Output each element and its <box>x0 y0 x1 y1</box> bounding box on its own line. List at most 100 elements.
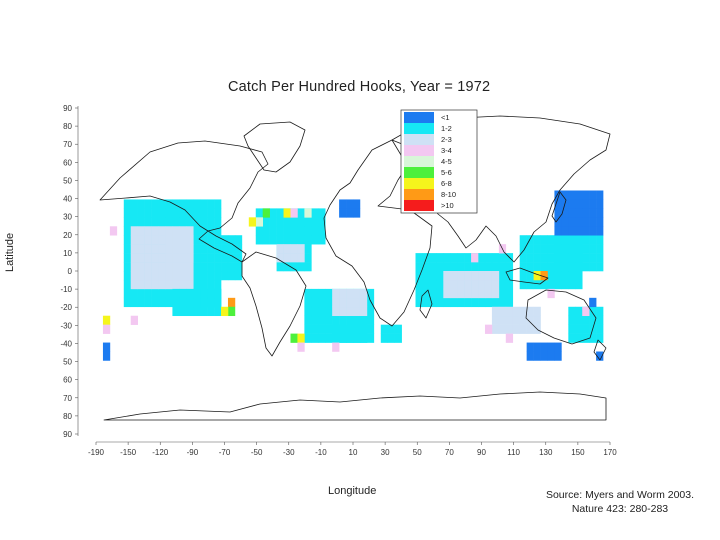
heatmap-cell <box>207 226 215 236</box>
heatmap-cell <box>554 271 562 281</box>
heatmap-cell <box>304 333 312 343</box>
heatmap-cell <box>422 262 430 272</box>
heatmap-cell <box>353 315 361 325</box>
heatmap-cell <box>505 279 514 290</box>
legend-swatch <box>404 134 434 145</box>
heatmap-cell <box>297 342 305 352</box>
heatmap-cell <box>547 279 555 290</box>
heatmap-cell <box>491 306 500 317</box>
heatmap-cell <box>130 271 138 281</box>
heatmap-cell <box>214 271 222 281</box>
heatmap-cell <box>193 279 201 290</box>
heatmap-cell <box>179 199 187 209</box>
madagascar-outline <box>419 289 433 319</box>
heatmap-cell <box>582 217 590 227</box>
heatmap-cell <box>359 333 368 343</box>
heatmap-cell <box>346 208 354 218</box>
heatmap-cell <box>172 208 180 218</box>
heatmap-cell <box>269 217 277 227</box>
source-line-2: Nature 423: 280-283 <box>571 503 669 515</box>
heatmap-cell <box>533 351 541 361</box>
heatmap-cell <box>186 208 194 218</box>
heatmap-cell <box>575 271 583 281</box>
heatmap-cell <box>179 253 187 263</box>
heatmap-cell <box>505 324 514 334</box>
heatmap-cell <box>429 262 437 272</box>
y-tick-label: 80 <box>63 122 72 131</box>
heatmap-cell <box>464 253 472 263</box>
australia-outline <box>525 289 597 345</box>
y-tick-label: 40 <box>63 195 72 204</box>
heatmap-cell <box>123 226 132 236</box>
heatmap-cell <box>158 226 166 236</box>
heatmap-cell <box>151 244 159 254</box>
heatmap-cell <box>123 217 132 227</box>
heatmap-cell <box>221 271 229 281</box>
heatmap-cell <box>596 208 604 218</box>
heatmap-cell <box>123 235 132 245</box>
heatmap-cell <box>346 306 354 317</box>
heatmap-cell <box>346 297 354 308</box>
heatmap-cell <box>200 271 208 281</box>
heatmap-cell <box>304 262 312 272</box>
heatmap-cell <box>346 315 354 325</box>
heatmap-cell <box>207 297 215 308</box>
heatmap-cell <box>568 235 576 245</box>
x-tick-label: -120 <box>152 448 169 457</box>
x-tick-label: 70 <box>445 448 454 457</box>
heatmap-cell <box>533 271 541 281</box>
y-tick-label: -20 <box>60 303 72 312</box>
heatmap-cell <box>137 217 145 227</box>
heatmap-cell <box>165 244 173 254</box>
heatmap-cell <box>478 288 486 299</box>
heatmap-cell <box>519 324 527 334</box>
heatmap-cell <box>207 288 215 299</box>
heatmap-cell <box>200 199 208 209</box>
heatmap-cell <box>526 279 534 290</box>
heatmap-cell <box>193 288 201 299</box>
y-tick-label: 80 <box>63 412 72 421</box>
heatmap-cell <box>568 190 576 200</box>
heatmap-cell <box>554 253 562 263</box>
legend-label: 5-6 <box>441 168 452 177</box>
heatmap-cell <box>353 333 361 343</box>
heatmap-cell <box>262 208 270 218</box>
heatmap-cell <box>540 271 548 281</box>
heatmap-cell <box>450 271 458 281</box>
heatmap-cell <box>165 235 173 245</box>
heatmap-cell <box>179 208 187 218</box>
heatmap-cell <box>457 271 465 281</box>
heatmap-cell <box>304 208 312 218</box>
heatmap-cell <box>130 253 138 263</box>
heatmap-cell <box>290 262 298 272</box>
heatmap-cell <box>436 279 444 290</box>
heatmap-cell <box>109 226 118 236</box>
heatmap-cell <box>207 253 215 263</box>
heatmap-cell <box>589 235 597 245</box>
heatmap-cell <box>568 226 576 236</box>
heatmap-cell <box>450 262 458 272</box>
heatmap-cell <box>380 324 389 334</box>
heatmap-cell <box>443 297 451 308</box>
y-tick-label: -30 <box>60 321 72 330</box>
heatmap-cell <box>186 288 194 299</box>
heatmap-cell <box>353 199 361 209</box>
heatmap-cell <box>554 244 562 254</box>
heatmap-cell <box>353 306 361 317</box>
heatmap-cell <box>207 279 215 290</box>
heatmap-cell <box>158 244 166 254</box>
heatmap-cell <box>568 271 576 281</box>
heatmap-cell <box>512 315 521 325</box>
heatmap-cell <box>589 190 597 200</box>
heatmap-cell <box>221 262 229 272</box>
heatmap-cell <box>158 235 166 245</box>
heatmap-cell <box>311 297 319 308</box>
heatmap-cell <box>582 226 590 236</box>
heatmap-cell <box>575 226 583 236</box>
heatmap-cell <box>311 315 319 325</box>
heatmap-cell <box>165 271 173 281</box>
legend-label: 4-5 <box>441 157 452 166</box>
heatmap-cell <box>359 324 368 334</box>
heatmap-cell <box>193 226 201 236</box>
heatmap-cell <box>130 279 138 290</box>
